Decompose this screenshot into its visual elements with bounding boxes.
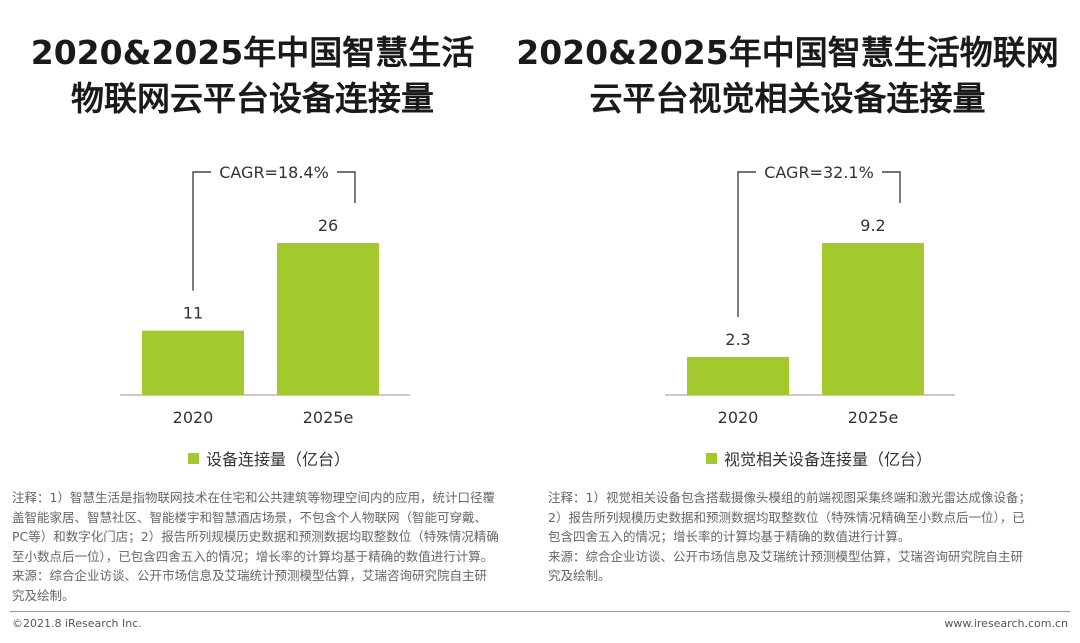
bar-2025e [822, 243, 924, 395]
chart-title-left-line1: 2020&2025年中国智慧生活 [30, 33, 475, 72]
data-label: 11 [183, 304, 203, 323]
legend-left: 设备连接量（亿台） [188, 446, 350, 470]
legend-swatch-right [706, 452, 717, 464]
note-line: 至小数点后一位），已包含四舍五入的情况；增长率的计算均基于精确的数值进行计算。 [12, 548, 494, 564]
footer-divider [10, 611, 1070, 612]
data-label: 26 [318, 216, 338, 235]
data-label: 2.3 [725, 330, 750, 349]
data-label: 9.2 [860, 216, 885, 235]
chart-title-right-line2: 云平台视觉相关设备连接量 [589, 79, 986, 118]
note-line: PC等）和数字化门店；2）报告所列规模历史数据和预测数据均取整数位（特殊情况精确 [12, 529, 499, 544]
legend-right: 视觉相关设备连接量（亿台） [706, 446, 932, 470]
copyright-text: ©2021.8 iResearch Inc. [12, 617, 142, 630]
bar-2020 [142, 330, 244, 395]
note-line: 究及绘制。 [548, 568, 611, 583]
note-line: 注释：1）视觉相关设备包含搭载摄像头模组的前端视图采集终端和激光雷达成像设备； [548, 490, 1031, 505]
x-tick-label: 2020 [718, 408, 759, 427]
source-note-left: 注释：1）智慧生活是指物联网技术在住宅和公共建筑等物理空间内的应用，统计口径覆 … [12, 488, 522, 605]
bar-chart-left: 11 2020 26 2025e CAGR=18.4% [120, 163, 410, 427]
legend-label-right: 视觉相关设备连接量（亿台） [724, 450, 933, 469]
chart-title-right-line1: 2020&2025年中国智慧生活物联网 [516, 33, 1059, 72]
legend-swatch-left [188, 452, 199, 464]
note-line: 注释：1）智慧生活是指物联网技术在住宅和公共建筑等物理空间内的应用，统计口径覆 [12, 490, 495, 505]
website-link[interactable]: www.iresearch.com.cn [944, 617, 1068, 630]
note-line: 2）报告所列规模历史数据和预测数据均取整数位（特殊情况精确至小数点后一位），已 [548, 509, 1025, 525]
cagr-bracket-right [882, 171, 901, 203]
chart-title-left: 2020&2025年中国智慧生活 物联网云平台设备连接量 [10, 30, 495, 122]
cagr-annotation: CAGR=32.1% [764, 163, 874, 182]
bar-2025e [277, 243, 379, 395]
source-note-right: 注释：1）视觉相关设备包含搭载摄像头模组的前端视图采集终端和激光雷达成像设备； … [548, 488, 1063, 586]
bar-chart-right: 2.3 2020 9.2 2025e CAGR=32.1% [665, 163, 955, 427]
note-line: 盖智能家居、智慧社区、智能楼宇和智慧酒店场景，不包含个人物联网（智能可穿戴、 [12, 509, 488, 525]
note-line: 究及绘制。 [12, 587, 75, 603]
bar-2020 [687, 357, 789, 395]
x-tick-label: 2025e [303, 408, 354, 427]
legend-label-left: 设备连接量（亿台） [206, 450, 351, 469]
note-line: 来源：综合企业访谈、公开市场信息及艾瑞统计预测模型估算，艾瑞咨询研究院自主研 [548, 548, 1024, 564]
x-tick-label: 2025e [848, 408, 899, 427]
chart-title-left-line2: 物联网云平台设备连接量 [71, 79, 434, 118]
cagr-bracket-right [337, 171, 356, 203]
note-line: 来源：综合企业访谈、公开市场信息及艾瑞统计预测模型估算，艾瑞咨询研究院自主研 [12, 568, 488, 583]
note-line: 包含四舍五入的情况；增长率的计算均基于精确的数值进行计算。 [548, 529, 911, 544]
x-tick-label: 2020 [173, 408, 214, 427]
cagr-bracket-left [737, 171, 756, 317]
cagr-annotation: CAGR=18.4% [219, 163, 329, 182]
cagr-bracket-left [192, 171, 211, 291]
chart-title-right: 2020&2025年中国智慧生活物联网 云平台视觉相关设备连接量 [500, 30, 1075, 122]
